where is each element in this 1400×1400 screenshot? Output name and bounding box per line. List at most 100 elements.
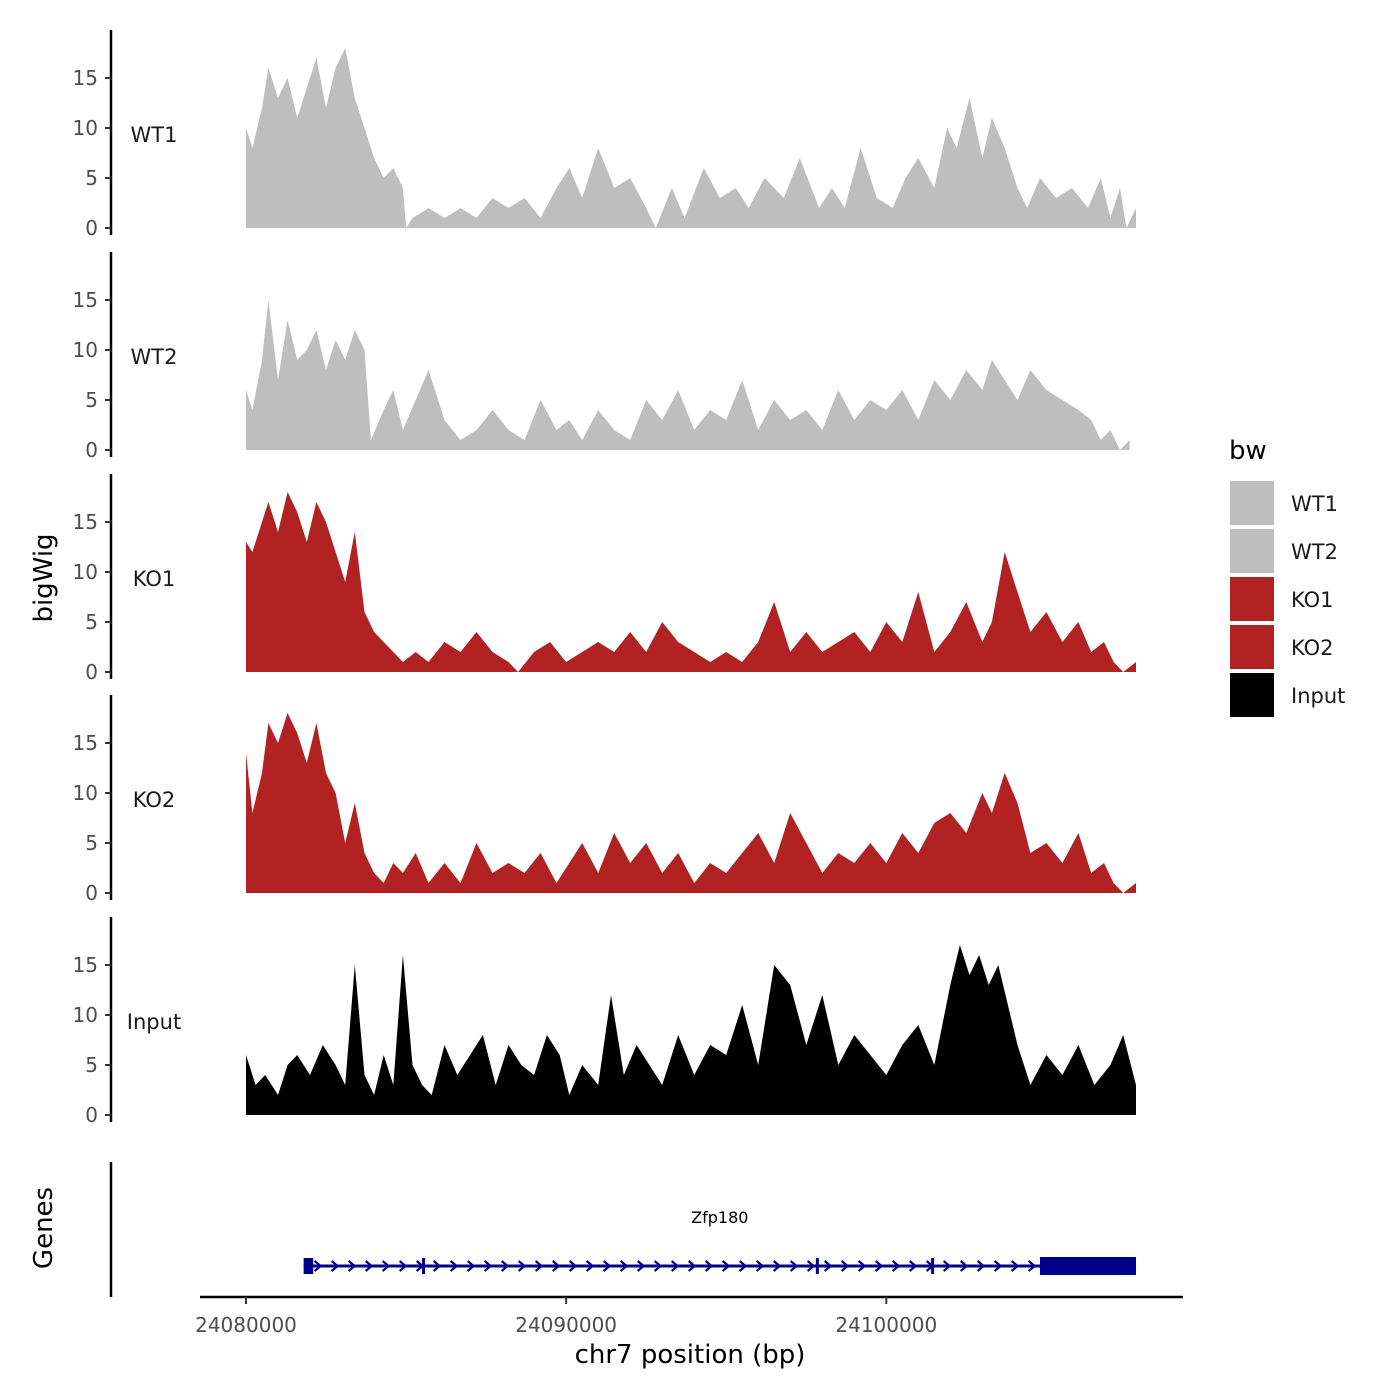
track-ko1: 0 5 10 15 KO1 [73,474,1136,684]
track-area-input [246,945,1136,1115]
y-tick-label: 15 [73,953,98,977]
legend-label-ko1: KO1 [1291,588,1334,612]
y-tick-label: 10 [73,116,98,140]
gene-exon [1039,1257,1136,1275]
strand-arrow [687,1260,697,1272]
strand-arrow [432,1260,442,1272]
strand-arrow [330,1260,340,1272]
y-tick-label: 10 [73,338,98,362]
strand-arrow [976,1260,986,1272]
strand-arrow [602,1260,612,1272]
legend-label-wt2: WT2 [1291,540,1338,564]
strand-arrow [534,1260,544,1272]
strand-arrow [874,1260,884,1272]
track-label-input: Input [127,1010,181,1034]
strand-arrow [347,1260,357,1272]
track-area-ko2 [246,713,1136,893]
strand-arrow [806,1260,816,1272]
gene-exon [422,1258,426,1274]
y-tick-label: 15 [73,288,98,312]
strand-arrow [670,1260,680,1272]
y-tick-label: 15 [73,510,98,534]
strand-arrow [942,1260,952,1272]
x-axis-title: chr7 position (bp) [575,1340,806,1370]
strand-arrow [585,1260,595,1272]
y-tick-label: 5 [85,388,98,412]
legend-key-wt2 [1230,529,1274,573]
track-area-wt2 [246,300,1130,450]
track-label-ko1: KO1 [133,567,176,591]
x-tick-label: 24090000 [515,1313,617,1337]
strand-arrow [772,1260,782,1272]
strand-arrow [364,1260,374,1272]
strand-arrow [500,1260,510,1272]
track-input: 0 5 10 15 Input [73,917,1136,1127]
strand-arrow [619,1260,629,1272]
strand-arrow [636,1260,646,1272]
y-tick-label: 0 [85,881,98,905]
strand-arrow [381,1260,391,1272]
strand-arrow [857,1260,867,1272]
strand-arrow [653,1260,663,1272]
strand-arrow [1027,1260,1037,1272]
strand-arrow [483,1260,493,1272]
strand-arrow [738,1260,748,1272]
strand-arrow [993,1260,1003,1272]
gene-label: Zfp180 [691,1208,748,1227]
y-tick-label: 5 [85,831,98,855]
y-tick-label: 5 [85,610,98,634]
genes-panel: Genes Zfp180 [29,1162,1136,1297]
legend-key-ko1 [1230,577,1274,621]
y-tick-label: 5 [85,166,98,190]
y-tick-label: 0 [85,1103,98,1127]
y-tick-label: 10 [73,560,98,584]
track-wt2: 0 5 10 15 WT2 [73,252,1130,462]
legend: bw WT1 WT2 KO1 KO2 Input [1229,436,1345,717]
track-wt1: 0 5 10 15 WT1 [73,30,1136,240]
strand-arrow [1010,1260,1020,1272]
strand-arrow [959,1260,969,1272]
legend-label-input: Input [1291,684,1345,708]
strand-arrow [840,1260,850,1272]
y-tick-label: 15 [73,66,98,90]
legend-key-input [1230,673,1274,717]
y-axis-title: bigWig [29,533,59,622]
x-tick-label: 24100000 [835,1313,937,1337]
y-tick-label: 0 [85,660,98,684]
strand-arrow [823,1260,833,1272]
tracks-layer: 0 5 10 15 WT1 0 5 10 15 WT2 0 5 10 15 KO1 0 5 10 15 KO2 0 5 10… [73,30,1136,1127]
strand-arrow [704,1260,714,1272]
legend-key-wt1 [1230,481,1274,525]
track-ko2: 0 5 10 15 KO2 [73,695,1136,905]
genes-axis-title: Genes [29,1187,59,1269]
track-label-ko2: KO2 [133,788,176,812]
strand-arrow [568,1260,578,1272]
strand-arrow [517,1260,527,1272]
strand-arrow [891,1260,901,1272]
strand-arrow [551,1260,561,1272]
track-area-ko1 [246,492,1136,672]
x-tick-label: 24080000 [195,1313,297,1337]
legend-label-ko2: KO2 [1291,636,1334,660]
track-label-wt1: WT1 [131,123,178,147]
x-axis: 24080000 24090000 24100000 [195,1295,1183,1337]
y-tick-label: 10 [73,1003,98,1027]
y-tick-label: 0 [85,216,98,240]
y-tick-label: 0 [85,438,98,462]
strand-arrow [466,1260,476,1272]
gene-exon [303,1258,314,1274]
gene-exon [815,1258,819,1274]
strand-arrow [721,1260,731,1272]
legend-key-ko2 [1230,625,1274,669]
strand-arrow [789,1260,799,1272]
strand-arrow [398,1260,408,1272]
legend-title: bw [1229,436,1267,466]
y-tick-label: 10 [73,781,98,805]
track-label-wt2: WT2 [131,345,178,369]
strand-arrow [449,1260,459,1272]
legend-label-wt1: WT1 [1291,492,1338,516]
gene-exon [931,1258,935,1274]
y-tick-label: 5 [85,1053,98,1077]
strand-arrow [313,1260,323,1272]
